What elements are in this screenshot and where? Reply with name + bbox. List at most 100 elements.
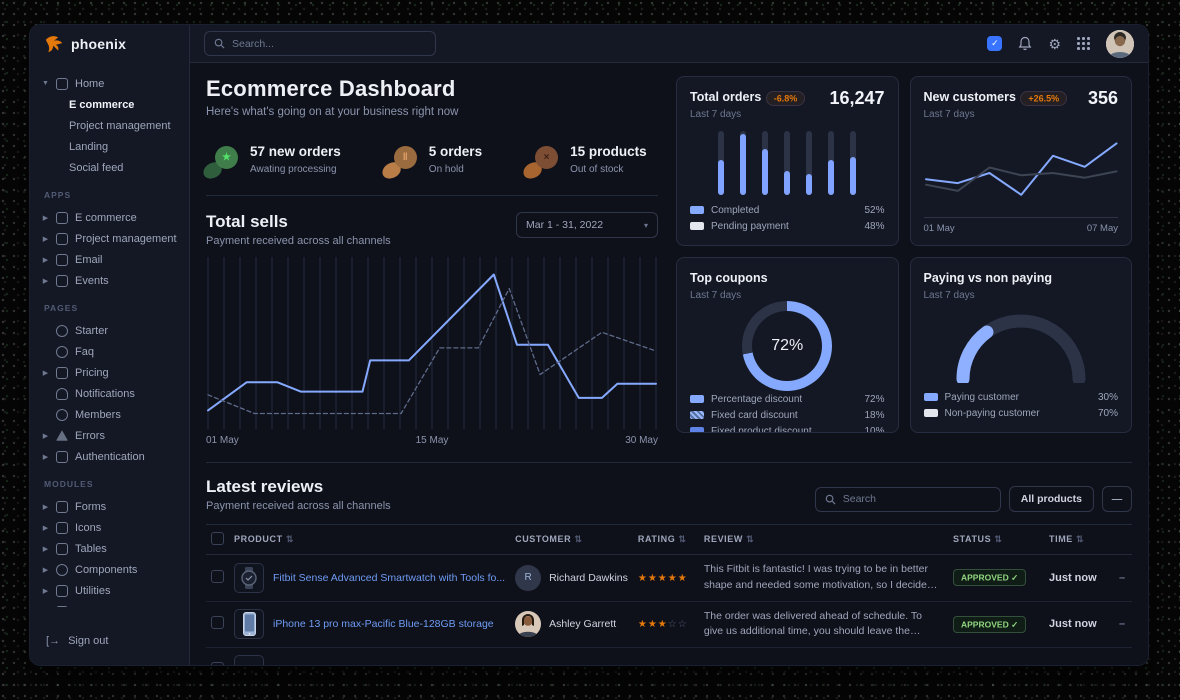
change-badge: +26.5% [1020, 90, 1068, 106]
sidebar-item-e-commerce[interactable]: E commerce [69, 98, 135, 111]
sidebar-item-members[interactable]: Members [42, 404, 177, 425]
caret-icon: ▶ [42, 369, 49, 377]
column-header-review[interactable]: REVIEW ⇅ [698, 524, 948, 555]
users-icon [56, 408, 68, 421]
apps-grid-icon[interactable] [1077, 37, 1090, 50]
all-products-dropdown[interactable]: All products [1008, 486, 1094, 512]
table-row [206, 647, 1132, 665]
sidebar-item-errors[interactable]: ▶ Errors [42, 425, 177, 446]
sidebar-item-social-feed[interactable]: Social feed [69, 161, 124, 174]
order-bar [850, 130, 857, 196]
sidebar-item-label: Icons [75, 521, 102, 534]
time-value: Just now [1044, 601, 1114, 648]
caret-icon: ▶ [42, 256, 49, 264]
legend-row: Completed 52% [690, 202, 885, 218]
legend-chip [923, 393, 938, 401]
date-range-select[interactable]: Mar 1 - 31, 2022 ▾ [516, 212, 658, 238]
user-avatar[interactable] [1106, 29, 1134, 58]
product-link[interactable]: Fitbit Sense Advanced Smartwatch with To… [273, 571, 506, 584]
order-bar [828, 130, 835, 196]
table-row: iPhone 13 pro max-Pacific Blue-128GB sto… [206, 601, 1132, 648]
total-orders-card: Total orders -6.8% Last 7 days 16,247 Co… [676, 76, 899, 246]
right-column: Total orders -6.8% Last 7 days 16,247 Co… [676, 76, 1132, 446]
sidebar-nav: ▼ Home E commerce Project management Landing… [30, 63, 189, 607]
sidebar-item-label: Email [75, 253, 103, 266]
legend-chip [690, 395, 704, 403]
row-menu-button[interactable]: – [1114, 601, 1132, 648]
global-search-input[interactable] [232, 37, 426, 50]
sidebar-item-label: Events [75, 274, 109, 287]
sidebar-item-forms[interactable]: ▶ Forms [42, 496, 177, 517]
legend-row: Fixed product discount 10% [690, 423, 885, 432]
paying-gauge-chart [924, 301, 1119, 389]
sidebar-item-home[interactable]: ▼ Home [42, 73, 177, 94]
sidebar-item-landing[interactable]: Landing [69, 140, 109, 153]
sidebar-item-label: Forms [75, 500, 107, 513]
stat-value: 5 orders [428, 144, 483, 159]
sidebar-item-email[interactable]: ▶ Email [42, 249, 177, 270]
chevron-down-icon: ▾ [643, 220, 648, 230]
column-header-product[interactable]: PRODUCT ⇅ [229, 524, 511, 555]
sort-icon[interactable]: ⇅ [994, 534, 1003, 544]
sidebar-item-faq[interactable]: Faq [42, 341, 177, 362]
top-coupons-card: Top coupons Last 7 days 72% Percentage d… [676, 257, 899, 433]
sidebar-item-starter[interactable]: Starter [42, 320, 177, 341]
column-header-customer[interactable]: CUSTOMER ⇅ [510, 524, 633, 555]
legend-row: Fixed card discount 18% [690, 407, 885, 423]
sort-icon[interactable]: ⇅ [746, 534, 755, 544]
product-link[interactable]: iPhone 13 pro max-Pacific Blue-128GB sto… [273, 618, 494, 631]
sidebar-item-label: E commerce [75, 211, 137, 224]
orders-legend: Completed 52% Pending payment 48% [690, 202, 885, 234]
column-header-rating[interactable]: RATING ⇅ [632, 524, 699, 555]
bell-icon[interactable] [1018, 36, 1032, 51]
sidebar-item-icons[interactable]: ▶ Icons [42, 517, 177, 538]
sidebar-item-pricing[interactable]: ▶ Pricing [42, 362, 177, 383]
caret-icon: ▶ [42, 235, 49, 243]
theme-toggle-icon[interactable]: ✓ [987, 36, 1003, 51]
sidebar-item-multi-level[interactable]: ▶Multi level [42, 601, 177, 607]
sidebar-item-utilities[interactable]: ▶ Utilities [42, 580, 177, 601]
logo[interactable]: phoenix [30, 25, 189, 63]
row-menu-button[interactable]: – [1114, 554, 1132, 602]
column-header-time[interactable]: TIME ⇅ [1044, 524, 1114, 555]
stat-5-orders: ‖ 5 orders On hold [379, 144, 483, 181]
sidebar-item-sign-out[interactable]: [→ Sign out [46, 635, 109, 647]
column-header-status[interactable]: STATUS ⇅ [948, 524, 1044, 555]
review-text: The order was delivered ahead of schedul… [703, 609, 922, 638]
order-bar [740, 130, 747, 196]
sidebar-item-label: Authentication [75, 450, 145, 463]
sort-icon[interactable]: ⇅ [1076, 534, 1085, 544]
sort-icon[interactable]: ⇅ [574, 534, 583, 544]
time-value: Just now [1044, 554, 1114, 602]
gear-icon[interactable]: ⚙ [1048, 35, 1061, 52]
sidebar-item-project-management[interactable]: Project management [69, 119, 171, 132]
sidebar-item-authentication[interactable]: ▶ Authentication [42, 446, 177, 467]
sort-icon[interactable]: ⇅ [678, 534, 687, 544]
reviews-search[interactable] [814, 486, 1001, 512]
sidebar-item-components[interactable]: ▶ Components [42, 559, 177, 580]
stat-sub: On hold [428, 164, 464, 175]
more-actions-button[interactable]: — [1102, 486, 1132, 512]
sidebar-item-events[interactable]: ▶ Events [42, 270, 177, 291]
watch-thumb [234, 562, 264, 593]
reviews-subtitle: Payment received across all channels [206, 500, 391, 512]
caret-icon: ▶ [42, 432, 49, 440]
sidebar-item-e-commerce[interactable]: ▶ E commerce [42, 207, 177, 228]
select-all-checkbox[interactable] [211, 532, 224, 545]
sort-icon[interactable]: ⇅ [285, 534, 294, 544]
reviews-search-input[interactable] [842, 493, 991, 505]
sidebar: phoenix ▼ Home E commerce Project managemen… [30, 25, 190, 665]
nav-heading: MODULES [44, 479, 94, 489]
sidebar-item-notifications[interactable]: Notifications [42, 383, 177, 404]
status-badge: APPROVED ✓ [953, 615, 1027, 633]
table-icon [56, 542, 68, 555]
caret-icon: ▶ [42, 503, 49, 511]
sidebar-item-label: Errors [75, 429, 105, 442]
search-icon [825, 494, 836, 505]
sidebar-item-project-management[interactable]: ▶ Project management [42, 228, 177, 249]
row-checkbox[interactable] [211, 569, 224, 583]
global-search[interactable] [204, 31, 436, 56]
row-checkbox[interactable] [211, 616, 224, 630]
sidebar-item-tables[interactable]: ▶ Tables [42, 538, 177, 559]
